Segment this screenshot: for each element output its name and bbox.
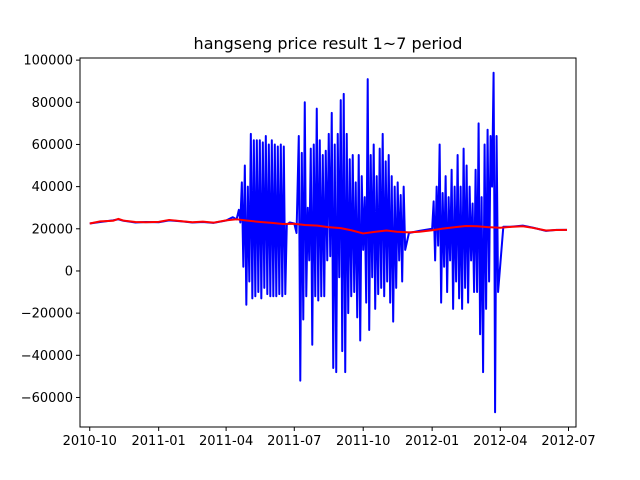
- y-tick-label: 60000: [32, 138, 73, 153]
- x-tick-label: 2012-04: [473, 434, 527, 449]
- y-tick-label: −40000: [21, 349, 73, 364]
- x-tick-label: 2011-10: [336, 434, 390, 449]
- y-tick-label: 20000: [32, 222, 73, 237]
- x-tick-label: 2010-10: [63, 434, 117, 449]
- chart-title: hangseng price result 1~7 period: [194, 34, 463, 53]
- x-axis: 2010-10 2011-01 2011-04 2011-07 2011-10 2012-…: [63, 427, 596, 449]
- y-tick-label: 80000: [32, 96, 73, 111]
- x-tick-label: 2011-04: [199, 434, 253, 449]
- x-tick-label: 2011-01: [132, 434, 186, 449]
- plot-frame: [79, 57, 577, 428]
- y-tick-label: −60000: [21, 391, 73, 406]
- series-line-1: [89, 71, 568, 414]
- x-tick-label: 2011-07: [267, 434, 321, 449]
- series-line-2: [89, 217, 568, 235]
- y-tick-label: 0: [65, 264, 73, 279]
- y-tick-label: 40000: [32, 180, 73, 195]
- y-axis: −60000 −40000 −20000 0 20000 40000 60000 80000 1…: [21, 54, 80, 406]
- x-tick-label: 2012-01: [405, 434, 459, 449]
- series-layer: [89, 71, 568, 414]
- y-tick-label: −20000: [21, 307, 73, 322]
- y-tick-label: 100000: [23, 54, 73, 69]
- x-tick-label: 2012-07: [541, 434, 595, 449]
